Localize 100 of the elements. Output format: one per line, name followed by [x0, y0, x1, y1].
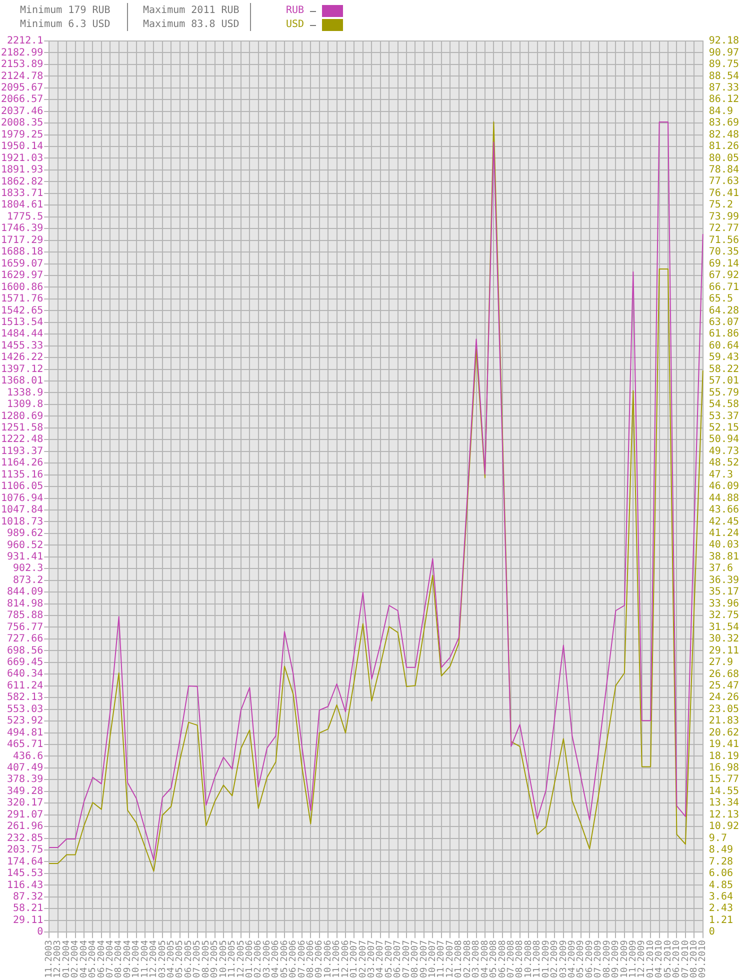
y-tick-label: 0	[37, 926, 44, 938]
x-tick-label: 09.2005	[210, 940, 220, 978]
y-tick-label: 1106.05	[0, 481, 44, 492]
y-tick-label: 1164.26	[0, 458, 44, 469]
y2-tick-label: 60.64	[708, 340, 740, 352]
x-tick-label: 05.2008	[489, 940, 500, 978]
y-tick-label: 2037.46	[0, 106, 44, 117]
y2-tick-label: 35.17	[708, 586, 740, 598]
x-tick-label: 10.2005	[218, 940, 229, 978]
y-tick-label: 378.39	[7, 774, 44, 786]
y-tick-label: 814.98	[7, 598, 44, 610]
y2-tick-label: 84.9	[708, 106, 733, 117]
y2-tick-label: 89.75	[708, 59, 740, 70]
y-tick-label: 902.3	[13, 563, 44, 574]
y-tick-label: 960.52	[7, 540, 44, 551]
y2-tick-label: 52.15	[708, 422, 740, 434]
x-tick-label: 07.2005	[192, 940, 203, 978]
y-tick-label: 2212.1	[7, 36, 44, 47]
y-tick-label: 2008.35	[0, 118, 44, 129]
x-tick-label: 06.2010	[672, 940, 682, 978]
x-tick-label: 10.2008	[524, 940, 534, 978]
x-tick-label: 12.2007	[445, 940, 456, 978]
y-tick-label: 1338.9	[7, 387, 44, 398]
y-tick-label: 320.17	[7, 798, 44, 809]
text: RUB	[286, 4, 304, 18]
x-tick-label: 08.2004	[114, 940, 124, 978]
y-tick-label: 1251.58	[0, 422, 44, 434]
y-tick-label: 1193.37	[0, 446, 44, 457]
y2-tick-label: 31.54	[708, 622, 740, 633]
y2-tick-label: 23.05	[708, 704, 740, 715]
y2-tick-label: 6.06	[708, 868, 733, 880]
x-tick-label: 03.2009	[558, 940, 569, 978]
x-tick-label: 02.2009	[550, 940, 560, 978]
y-tick-label: 756.77	[7, 622, 44, 633]
y2-tick-label: 50.94	[708, 434, 740, 446]
y2-tick-label: 40.03	[708, 540, 740, 551]
x-tick-label: 03.2006	[262, 940, 272, 978]
y2-tick-label: 66.71	[708, 282, 740, 293]
text: Minimum 179 RUB	[20, 4, 110, 18]
y-tick-label: 1804.61	[0, 200, 44, 211]
y-tick-label: 1891.93	[0, 164, 44, 176]
y-tick-label: 174.64	[7, 856, 44, 868]
y-tick-label: 1629.97	[0, 270, 44, 282]
y-tick-label: 1455.33	[0, 340, 44, 352]
y2-tick-label: 70.35	[708, 246, 740, 258]
x-tick-label: 12.2006	[340, 940, 351, 978]
y-tick-label: 349.28	[7, 786, 44, 797]
x-tick-label: 06.2007	[393, 940, 404, 978]
x-tick-label: 04.2008	[480, 940, 490, 978]
y-tick-label: 203.75	[7, 844, 44, 856]
y-tick-label: 1600.86	[0, 282, 44, 293]
y2-tick-label: 7.28	[708, 856, 733, 868]
y2-tick-label: 57.01	[708, 376, 740, 387]
x-tick-label: 01.2006	[244, 940, 255, 978]
x-tick-label: 11.2007	[436, 940, 447, 978]
y2-tick-label: 48.52	[708, 458, 740, 469]
y-tick-label: 261.96	[7, 821, 44, 832]
x-tick-label: 12.2003	[53, 940, 64, 978]
y2-tick-label: 73.99	[708, 211, 740, 222]
y-tick-label: 1076.94	[0, 492, 44, 504]
y-tick-label: 640.34	[7, 668, 44, 680]
y2-tick-label: 18.19	[708, 750, 740, 762]
text: Maximum 2011 RUB	[143, 4, 240, 18]
y-tick-label: 1775.5	[7, 211, 44, 222]
y-tick-label: 785.88	[7, 610, 44, 622]
y-tick-label: 1309.8	[7, 399, 44, 410]
x-tick-label: 01.2009	[541, 940, 552, 978]
y2-tick-label: 26.68	[708, 668, 740, 680]
y-tick-label: 1513.54	[0, 316, 44, 328]
y-tick-label: 1833.71	[0, 188, 44, 200]
y2-tick-label: 27.9	[708, 656, 733, 668]
y2-tick-label: 20.62	[708, 727, 740, 738]
y-tick-label: 2095.67	[0, 82, 44, 94]
x-tick-label: 11.2008	[532, 940, 543, 978]
text: USD	[286, 18, 304, 32]
y2-tick-label: 42.45	[708, 516, 740, 528]
x-tick-label: 06.2009	[584, 940, 595, 978]
x-tick-label: 10.2009	[620, 940, 630, 978]
y2-tick-label: 24.26	[708, 692, 740, 704]
x-tick-label: 03.2007	[367, 940, 378, 978]
x-tick-label: 02.2004	[70, 940, 81, 978]
text: Minimum 6.3 USD	[20, 18, 110, 32]
x-tick-label: 06.2004	[96, 940, 107, 978]
y2-tick-label: 12.13	[708, 809, 740, 820]
y2-tick-label: 0	[708, 926, 715, 938]
x-tick-label: 02.2006	[254, 940, 264, 978]
y2-tick-label: 16.98	[708, 762, 740, 774]
y2-tick-label: 53.37	[708, 410, 740, 422]
y2-tick-label: 8.49	[708, 844, 733, 856]
y-tick-label: 1979.25	[0, 129, 44, 140]
x-tick-label: 08.2007	[410, 940, 421, 978]
y-tick-label: 1688.18	[0, 246, 44, 258]
y2-tick-label: 13.34	[708, 798, 740, 809]
x-tick-label: 08.2008	[515, 940, 526, 978]
y2-tick-label: 37.6	[708, 563, 733, 574]
y2-tick-label: 3.64	[708, 891, 733, 902]
x-tick-label: 02.2008	[462, 940, 473, 978]
y-tick-label: 669.45	[7, 657, 44, 668]
x-tick-label: 04.2009	[567, 940, 578, 978]
y-tick-label: 232.85	[7, 832, 44, 844]
